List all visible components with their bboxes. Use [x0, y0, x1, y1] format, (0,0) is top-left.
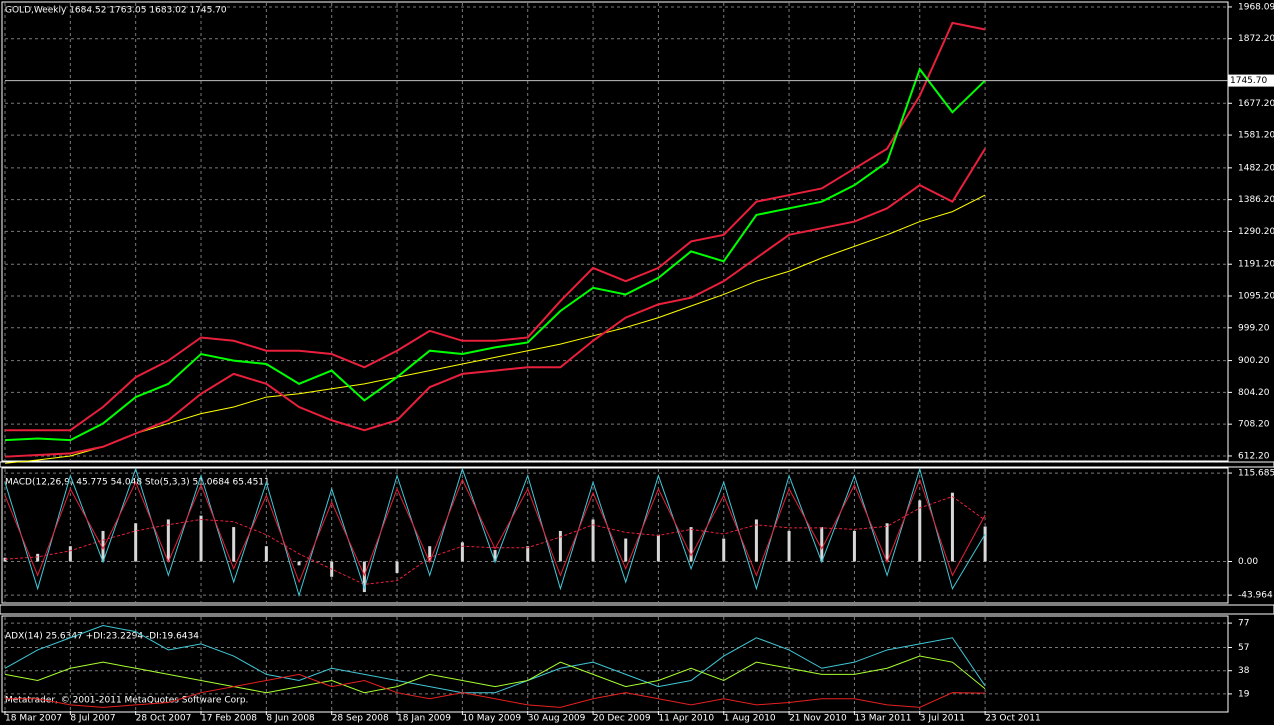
- y-tick-label: 1386.20: [1238, 195, 1274, 205]
- adx-panel-frame: [1, 615, 1229, 713]
- y-tick-label: 1482.20: [1238, 163, 1274, 173]
- y-tick-label: 900.20: [1238, 356, 1270, 366]
- histogram-bar: [362, 561, 366, 593]
- y-tick-label: 1191.20: [1238, 260, 1274, 270]
- series-line: [5, 673, 986, 708]
- series-line: [4, 495, 986, 585]
- histogram-bar: [460, 542, 464, 562]
- adx-header: ADX(14) 25.6347 +DI:23.2294 -DI:19.6434: [5, 632, 199, 642]
- histogram-bar: [166, 519, 170, 562]
- x-tick-label: 18 Mar 2007: [5, 714, 62, 724]
- histogram-bar: [36, 553, 40, 562]
- series-line: [4, 625, 986, 694]
- series-line: [5, 21, 986, 432]
- y-tick-label: 1872.20: [1238, 34, 1274, 44]
- histogram-bar: [624, 538, 628, 562]
- x-tick-label: 11 Apr 2010: [658, 714, 714, 724]
- x-tick-label: 21 Nov 2010: [789, 714, 847, 724]
- histogram-bar: [754, 519, 758, 562]
- x-tick-label: 28 Oct 2007: [136, 714, 192, 724]
- y-tick-label: 1581.20: [1238, 131, 1274, 141]
- histogram-bar: [722, 538, 726, 562]
- histogram-bar: [558, 530, 562, 562]
- x-tick-label: 18 Jan 2009: [397, 714, 451, 724]
- last-price-box: [1228, 74, 1274, 87]
- y-tick-label: 115.685: [1238, 469, 1274, 479]
- series-line: [4, 478, 986, 584]
- y-tick-label: -43.964: [1238, 591, 1273, 601]
- macd-header: MACD(12,26,9) 45.775 54.048 Sto(5,3,3) 5…: [5, 478, 270, 488]
- histogram-bar: [232, 527, 236, 562]
- series-line: [4, 467, 986, 598]
- histogram-bar: [199, 515, 203, 562]
- histogram-bar: [820, 527, 824, 562]
- x-tick-label: 3 Jul 2011: [920, 714, 965, 724]
- histogram-bar: [101, 530, 105, 562]
- histogram-bar: [134, 523, 138, 562]
- panel-separator: [0, 604, 1274, 615]
- y-tick-label: 77: [1238, 619, 1249, 629]
- x-tick-label: 20 Dec 2009: [593, 714, 651, 724]
- y-tick-label: 999.20: [1238, 323, 1270, 333]
- series-line: [4, 67, 986, 442]
- y-tick-label: 57: [1238, 643, 1249, 653]
- x-tick-label: 28 Sep 2008: [332, 714, 389, 724]
- histogram-bar: [983, 526, 987, 562]
- histogram-bar: [918, 500, 922, 562]
- y-tick-label: 708.20: [1238, 420, 1270, 430]
- x-tick-label: 13 Mar 2011: [854, 714, 911, 724]
- price-header: GOLD,Weekly 1684.52 1763.05 1683.02 1745…: [5, 6, 227, 16]
- y-tick-label: 612.20: [1238, 451, 1270, 461]
- copyright: Metatrader, © 2001-2011 MetaQuotes Softw…: [5, 696, 248, 706]
- y-tick-label: 1290.20: [1238, 227, 1274, 237]
- histogram-bar: [526, 546, 530, 562]
- x-tick-label: 10 May 2009: [462, 714, 521, 724]
- x-tick-label: 17 Feb 2008: [201, 714, 257, 724]
- histogram-bar: [689, 527, 693, 562]
- y-tick-label: 38: [1238, 666, 1250, 676]
- y-tick-label: 1095.20: [1238, 292, 1274, 302]
- histogram-bar: [591, 519, 595, 562]
- last-price-label: 1745.70: [1230, 76, 1267, 86]
- histogram-bar: [68, 546, 72, 562]
- series-line: [4, 148, 986, 458]
- panel-separator: [0, 461, 1274, 468]
- histogram-bar: [885, 523, 889, 562]
- x-tick-label: 23 Oct 2011: [985, 714, 1041, 724]
- macd-panel-frame: [1, 467, 1229, 604]
- x-tick-label: 8 Jun 2008: [266, 714, 315, 724]
- x-tick-label: 8 Jul 2007: [70, 714, 115, 724]
- y-tick-label: 19: [1238, 689, 1250, 699]
- histogram-bar: [493, 550, 497, 562]
- histogram-bar: [3, 557, 7, 562]
- x-tick-label: 30 Aug 2009: [528, 714, 586, 724]
- y-tick-label: 1677.20: [1238, 99, 1274, 109]
- x-tick-label: 1 Aug 2010: [724, 714, 776, 724]
- histogram-bar: [428, 546, 432, 562]
- histogram-bar: [852, 530, 856, 562]
- histogram-bar: [264, 546, 268, 562]
- histogram-bar: [656, 534, 660, 562]
- histogram-bar: [950, 492, 954, 562]
- series-line: [4, 194, 986, 464]
- y-tick-label: 0.00: [1238, 557, 1258, 567]
- histogram-bar: [787, 530, 791, 562]
- histogram-bar: [297, 561, 301, 566]
- histogram-bar: [395, 561, 399, 573]
- y-tick-label: 1968.09: [1238, 2, 1274, 12]
- series-line: [4, 655, 986, 694]
- y-tick-label: 804.20: [1238, 388, 1270, 398]
